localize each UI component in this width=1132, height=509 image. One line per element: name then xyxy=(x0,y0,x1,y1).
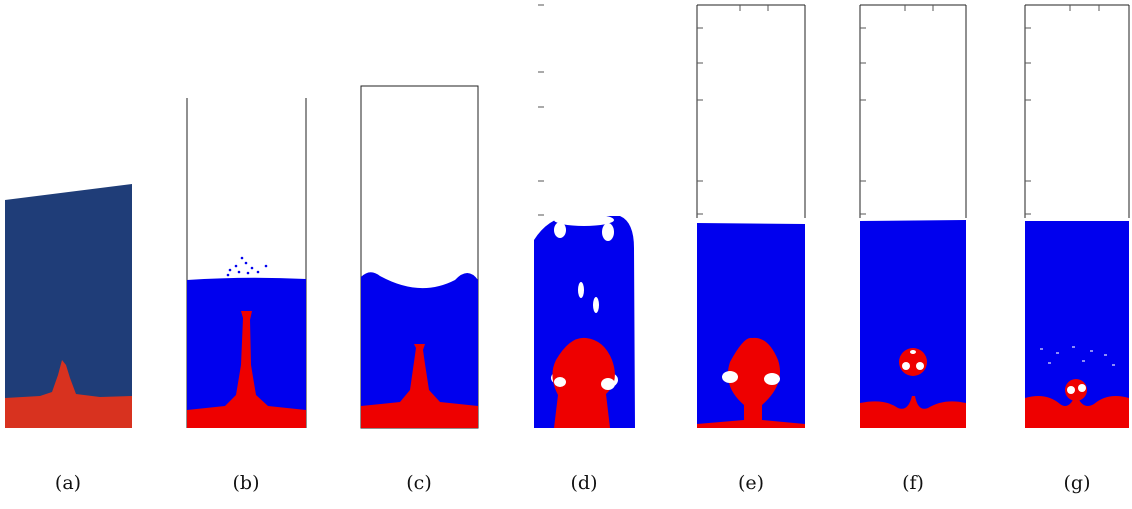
caption-e: (e) xyxy=(737,472,765,494)
panel-g-sediment xyxy=(1025,396,1129,428)
panel-f-fluid xyxy=(860,220,966,428)
panel-g xyxy=(1024,4,1130,428)
panel-d xyxy=(534,4,635,428)
panel-b-spray xyxy=(226,256,268,277)
panel-d-plume xyxy=(552,337,615,428)
caption-b: (b) xyxy=(232,472,260,494)
panel-f xyxy=(859,4,967,428)
caption-g: (g) xyxy=(1063,472,1091,494)
panel-g-fluid xyxy=(1025,221,1129,428)
panel-f-sediment xyxy=(860,396,966,428)
panel-a xyxy=(5,184,132,428)
panel-c-plume xyxy=(361,344,478,428)
panel-c xyxy=(360,85,479,429)
caption-f: (f) xyxy=(902,472,924,494)
panel-e xyxy=(696,4,806,428)
panel-a-fluid xyxy=(5,184,132,428)
caption-d: (d) xyxy=(570,472,598,494)
panel-e-plume xyxy=(697,337,805,428)
panel-a-sediment xyxy=(5,360,132,428)
panel-b xyxy=(186,98,307,428)
panel-b-plume xyxy=(187,311,306,428)
caption-a: (a) xyxy=(54,472,82,494)
caption-c: (c) xyxy=(406,472,432,494)
